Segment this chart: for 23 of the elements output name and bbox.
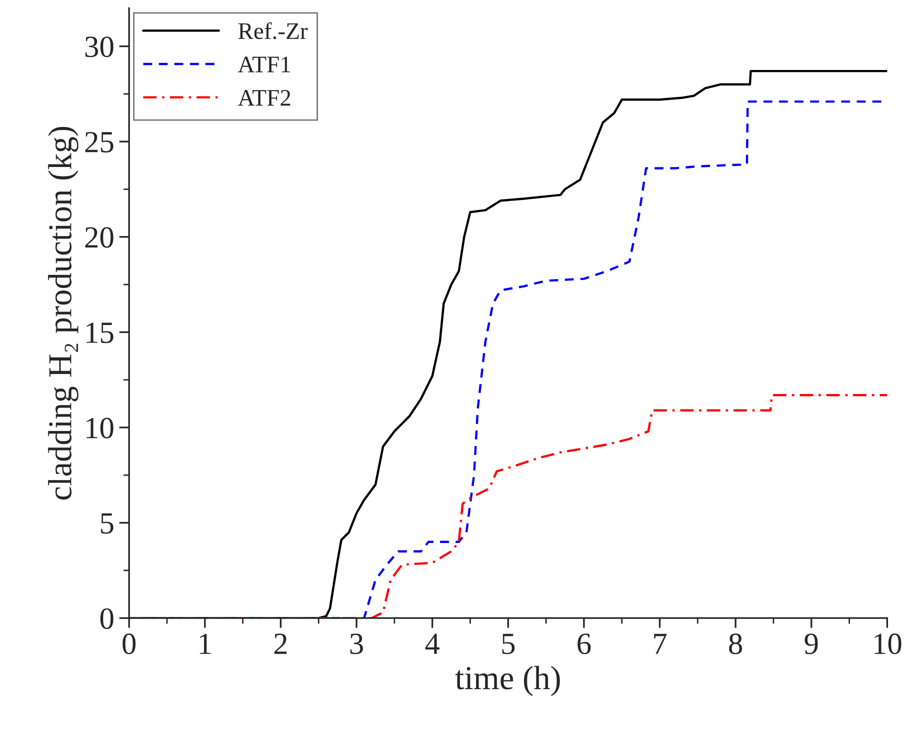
x-tick-label: 5 <box>502 634 515 654</box>
x-tick-label: 1 <box>200 634 211 654</box>
x-tick-label: 8 <box>729 634 742 654</box>
x-tick-label: 3 <box>350 634 363 654</box>
legend-label: Ref.-Zr <box>238 22 308 40</box>
y-tick-label: 5 <box>100 513 114 534</box>
x-tick-label: 9 <box>804 634 818 654</box>
y-tick-label: 30 <box>85 36 114 58</box>
y-tick-label: 20 <box>85 227 114 248</box>
y-tick-label: 0 <box>100 608 114 629</box>
x-tick-label: 4 <box>425 634 440 654</box>
x-axis-title: time (h) <box>455 666 560 696</box>
y-tick-label: 15 <box>86 322 114 344</box>
x-tick-label: 7 <box>654 634 667 654</box>
legend-label: ATF2 <box>238 90 290 106</box>
y-tick-label: 25 <box>85 132 114 152</box>
x-tick-label: 2 <box>274 634 287 654</box>
x-tick-label: 0 <box>122 634 136 654</box>
x-tick-label: 6 <box>578 634 591 654</box>
y-tick-label: 10 <box>86 418 114 438</box>
x-tick-label: 10 <box>874 634 902 654</box>
legend-label: ATF1 <box>238 56 290 72</box>
y-axis-title: cladding H₂ production (kg) <box>48 126 78 500</box>
